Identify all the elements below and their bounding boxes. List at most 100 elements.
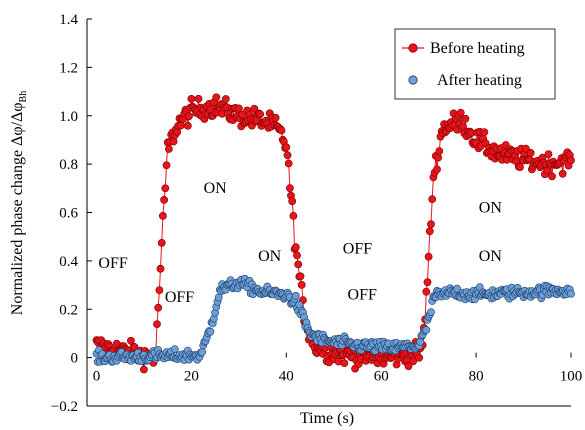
data-point: [558, 169, 567, 178]
legend-marker-after: [408, 75, 418, 85]
data-point: [283, 151, 292, 160]
data-point: [173, 128, 182, 136]
data-point: [409, 357, 418, 366]
x-tick-label: 40: [279, 369, 294, 385]
x-tick-label: 100: [560, 369, 583, 385]
y-tick-label: 0.2: [59, 302, 78, 318]
data-point: [212, 93, 221, 102]
y-tick-label: 0.8: [59, 157, 78, 173]
data-point: [194, 94, 203, 103]
legend-label-after: After heating: [437, 72, 522, 89]
data-point: [567, 289, 575, 298]
data-point: [293, 251, 301, 260]
axes: 0 0.2 0.4 0.6 0.8 1.0 1.2 1.4 −0.2 0 20 40 60 80 100: [51, 12, 582, 415]
data-point: [139, 365, 148, 374]
y-axis-label-sub: Bh: [18, 91, 29, 103]
data-point: [170, 345, 179, 353]
data-point: [456, 108, 465, 117]
data-point: [291, 291, 300, 300]
data-point: [516, 163, 524, 171]
data-point: [160, 195, 168, 204]
data-point: [415, 353, 424, 362]
x-tick-label: 0: [93, 369, 101, 385]
data-point: [183, 121, 192, 130]
data-point: [428, 195, 437, 203]
series-line: [96, 97, 572, 370]
data-point: [340, 359, 349, 367]
state-annotation: ON: [204, 180, 228, 197]
data-point: [427, 308, 435, 316]
data-point: [234, 104, 243, 113]
data-point: [288, 197, 297, 206]
data-point: [285, 184, 294, 193]
data-point: [423, 278, 432, 287]
data-point: [158, 211, 167, 220]
data-point: [154, 303, 163, 312]
legend: Before heating After heating: [394, 28, 556, 100]
data-point: [164, 145, 173, 153]
data-point: [543, 166, 552, 175]
data-point: [271, 114, 280, 122]
data-point: [296, 272, 305, 281]
data-point: [526, 148, 535, 157]
data-point: [162, 161, 171, 170]
data-point: [155, 286, 164, 294]
legend-box: [394, 28, 556, 100]
legend-marker-before: [408, 43, 418, 53]
data-point: [284, 159, 293, 168]
x-axis-label: Time (s): [300, 410, 354, 427]
data-point: [291, 243, 300, 252]
data-point: [221, 95, 230, 103]
data-point: [250, 104, 259, 113]
x-tick-label: 60: [374, 369, 389, 385]
data-point: [185, 112, 193, 121]
state-annotation: OFF: [348, 287, 377, 304]
data-point: [422, 287, 431, 296]
data-point: [187, 95, 196, 103]
annotations: OFF ON OFF ON OFF OFF ON ON: [98, 180, 502, 306]
state-annotation: OFF: [343, 241, 372, 258]
data-point: [282, 143, 291, 152]
data-point: [157, 238, 166, 247]
data-point: [206, 327, 215, 336]
state-annotation: OFF: [165, 289, 194, 306]
data-point: [427, 220, 435, 229]
y-tick-label: 0.6: [59, 206, 78, 222]
data-point: [453, 284, 461, 293]
data-point: [161, 184, 170, 193]
data-point: [297, 280, 306, 289]
data-point: [256, 110, 265, 119]
data-point: [277, 126, 286, 135]
data-point: [126, 336, 135, 345]
data-point: [404, 362, 413, 371]
y-tick-label: 1.0: [59, 109, 78, 125]
y-tick-label: 1.4: [59, 12, 78, 28]
data-point: [548, 172, 556, 181]
y-axis-label: Normalized phase change Δφ/ΔφBh: [9, 91, 29, 315]
data-point: [424, 252, 433, 261]
y-tick-label: 0.4: [59, 254, 78, 270]
series-after-heating: [92, 274, 575, 366]
data-point: [176, 121, 185, 130]
data-point: [567, 156, 575, 165]
legend-label-before: Before heating: [430, 40, 525, 57]
data-point: [425, 227, 434, 236]
data-point: [434, 153, 442, 162]
y-tick-label: 1.2: [59, 60, 78, 76]
data-point: [198, 348, 206, 357]
state-annotation: ON: [258, 248, 282, 265]
data-point: [433, 165, 441, 174]
data-point: [156, 264, 165, 273]
x-tick-label: 80: [469, 369, 484, 385]
data-point: [480, 128, 489, 136]
data-point: [422, 326, 431, 334]
y-tick-label: 0: [71, 351, 79, 367]
data-point: [435, 147, 444, 155]
data-point: [289, 211, 298, 220]
state-annotation: ON: [479, 200, 503, 217]
series-before-heating: [92, 93, 575, 374]
y-axis-label-main: Normalized phase change Δφ/Δφ: [9, 102, 26, 315]
x-tick-label: 20: [184, 369, 199, 385]
data-point: [294, 260, 303, 269]
